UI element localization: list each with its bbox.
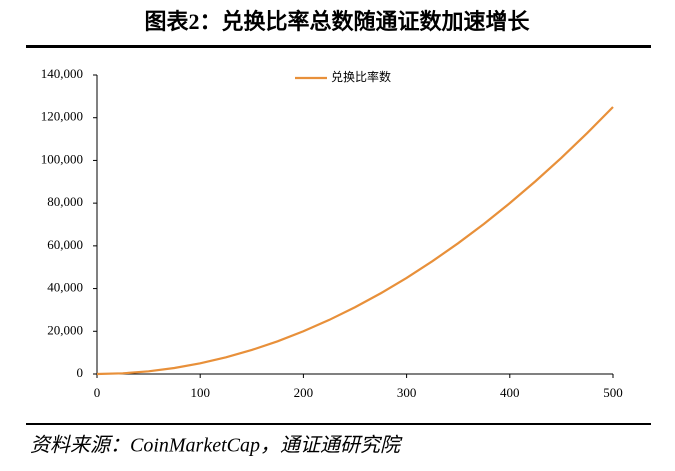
y-tick-label: 100,000 — [41, 151, 83, 166]
source-rule — [26, 423, 651, 425]
y-tick-label: 20,000 — [47, 322, 83, 337]
source: 资料来源：CoinMarketCap，通证通研究院 — [30, 435, 403, 457]
legend-label: 兑换比率数 — [331, 69, 391, 84]
line — [96, 106, 614, 376]
x-tick-label: 400 — [500, 385, 520, 400]
y-tick-label: 80,000 — [47, 194, 83, 209]
x-tick-label: 300 — [397, 385, 417, 400]
title-rule — [26, 45, 651, 48]
chart-title: 图表2：兑换比率总数随通证数加速增长 — [144, 9, 530, 34]
y-tick-label: 40,000 — [47, 280, 83, 295]
x-tick-label: 100 — [190, 385, 210, 400]
y-tick-label: 140,000 — [41, 66, 83, 81]
x-tick-label: 200 — [294, 385, 314, 400]
y-tick-label: 0 — [77, 365, 84, 380]
x-tick-label: 500 — [603, 385, 623, 400]
x-tick-label: 0 — [94, 385, 101, 400]
y-tick-label: 120,000 — [41, 109, 83, 124]
y-tick-label: 60,000 — [47, 237, 83, 252]
